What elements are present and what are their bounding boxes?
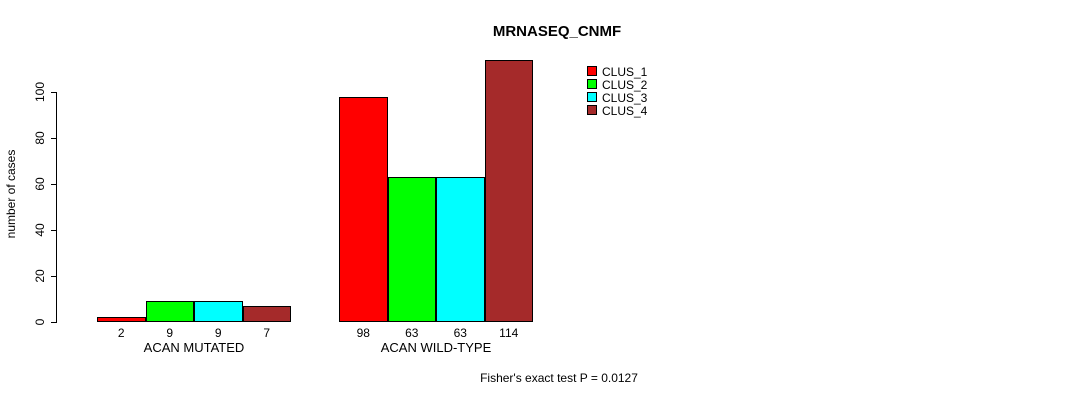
bar (484, 59, 533, 322)
legend-swatch (587, 105, 597, 115)
bar (436, 177, 485, 322)
y-tick (51, 92, 56, 93)
y-tick (51, 230, 56, 231)
bar-value-label: 2 (117, 326, 125, 340)
footer-annotation: Fisher's exact test P = 0.0127 (480, 371, 638, 385)
y-tick (51, 322, 56, 323)
legend-swatch (587, 79, 597, 89)
bar-value-label: 98 (356, 326, 370, 340)
legend-label: CLUS_2 (602, 78, 648, 92)
bar-value-label: 114 (499, 326, 519, 340)
group-label: ACAN WILD-TYPE (380, 340, 492, 355)
chart-title: MRNASEQ_CNMF (492, 23, 622, 40)
legend-label: CLUS_1 (602, 65, 648, 79)
bar (387, 177, 436, 322)
y-tick (51, 276, 56, 277)
legend-label: CLUS_3 (602, 91, 648, 105)
legend-item: CLUS_2 (587, 79, 697, 92)
legend-label: CLUS_4 (602, 104, 648, 118)
bar-value-label: 63 (453, 326, 467, 340)
legend-item: CLUS_4 (587, 105, 697, 118)
bar-value-label: 9 (166, 326, 174, 340)
y-tick (51, 138, 56, 139)
bar (194, 301, 243, 322)
bar (242, 305, 291, 322)
legend-swatch (587, 92, 597, 102)
legend-swatch (587, 66, 597, 76)
bar (339, 96, 388, 322)
y-tick (51, 184, 56, 185)
bar (145, 301, 194, 322)
y-axis-line (56, 92, 57, 323)
bar (97, 317, 146, 322)
legend-item: CLUS_3 (587, 92, 697, 105)
group-label: ACAN MUTATED (143, 340, 245, 355)
bar-value-label: 63 (405, 326, 419, 340)
bar-value-label: 9 (214, 326, 222, 340)
bar-value-label: 7 (263, 326, 271, 340)
legend-item: CLUS_1 (587, 66, 697, 79)
